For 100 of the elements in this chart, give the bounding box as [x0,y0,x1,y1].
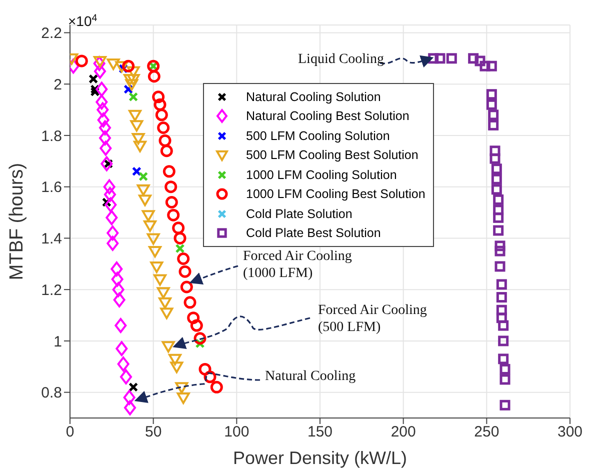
point [128,110,142,122]
point [494,240,506,252]
point [491,164,502,174]
point [94,56,106,68]
annotation: Liquid Cooling [298,52,384,67]
point [184,296,196,309]
y-tick-label: 1.6 [41,179,62,196]
point [160,144,173,158]
point [106,236,119,251]
point [480,60,490,72]
point [144,220,156,232]
y-tick-label: 1.4 [41,230,62,248]
point [115,61,128,73]
legend-label: Natural Cooling Solution [246,90,381,104]
point [97,112,110,128]
point [113,292,126,308]
point [165,196,178,208]
point [162,341,175,353]
y-tick-label: 1.8 [41,128,62,145]
point [110,262,123,277]
point [155,108,168,122]
y-axis-title: MTBF (hours) [6,162,28,280]
point [175,244,185,254]
point [158,297,172,309]
point [446,53,457,64]
point [164,180,178,194]
point [152,90,165,104]
point [157,121,170,134]
point [114,318,127,334]
point [100,156,113,172]
point [493,204,504,216]
point [158,134,172,147]
x-tick-label: 150 [307,424,333,441]
x-tick-label: 100 [224,424,250,441]
point [190,319,203,332]
point [132,133,145,145]
point [180,280,193,294]
y-tick-label: 1.2 [41,282,62,299]
annotation: Forced Air Cooling (500 LFM) [318,303,427,335]
legend-label: 1000 LFM Cooling Solution [246,168,397,182]
x-tick-label: 250 [474,424,500,441]
point [93,56,106,72]
point [170,362,184,374]
point [126,66,140,78]
point [490,153,500,164]
point [96,82,108,97]
annotation: ×10$^{4}$ [68,12,98,29]
point [122,60,135,72]
point [96,94,108,110]
point [488,110,499,120]
point [500,374,510,385]
point [160,308,174,320]
point [138,172,148,182]
point [187,312,200,324]
point [94,64,106,79]
y-tick-label: 0.8 [41,384,62,402]
point [486,89,497,100]
x-tick-label: 0 [66,424,74,441]
point [474,56,486,66]
point [106,58,120,70]
point [136,184,150,196]
point [117,356,130,372]
point [104,197,117,212]
point [148,70,160,83]
annotation: Forced Air Cooling (1000 LFM) [243,249,352,281]
point [496,304,507,316]
point [142,210,155,222]
point [498,354,509,364]
point [493,212,504,223]
point [123,390,136,405]
point [106,210,118,226]
point [96,102,109,118]
point [104,187,116,202]
point [494,246,506,256]
point [128,92,138,102]
point [491,174,502,184]
point [88,74,98,84]
point [500,364,510,374]
point [434,53,446,64]
legend-label: 500 LFM Cooling Best Solution [246,148,418,162]
point [167,208,180,222]
point [500,400,510,410]
point [146,233,160,245]
y-tick-label: 2.2 [41,25,62,42]
point [130,120,144,132]
point [175,382,188,394]
x-tick-label: 50 [144,424,162,441]
point [112,282,124,298]
y-tick-label: 2 [54,76,62,94]
point [198,362,212,376]
y-tick-label: 1 [54,333,62,350]
point [210,380,223,394]
point [174,232,186,244]
point [486,99,497,110]
legend-label: 1000 LFM Cooling Best Solution [246,187,426,202]
point [99,120,111,136]
point [128,382,138,392]
point [496,292,507,303]
point [176,392,190,404]
point [148,246,162,258]
